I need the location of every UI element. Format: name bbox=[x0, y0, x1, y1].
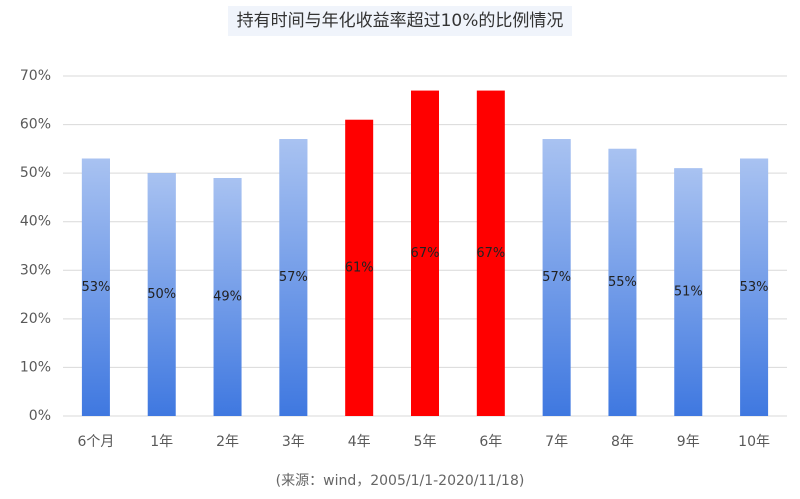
x-tick-label: 10年 bbox=[738, 434, 770, 450]
y-tick-label: 50% bbox=[20, 165, 51, 181]
x-tick-label: 5年 bbox=[414, 434, 437, 450]
value-label: 53% bbox=[81, 280, 110, 295]
value-label: 57% bbox=[542, 270, 571, 285]
y-tick-label: 60% bbox=[20, 117, 51, 133]
value-label: 67% bbox=[411, 246, 440, 261]
x-tick-label: 4年 bbox=[348, 434, 371, 450]
value-label: 53% bbox=[740, 280, 769, 295]
x-tick-label: 3年 bbox=[282, 434, 305, 450]
value-label: 57% bbox=[279, 270, 308, 285]
x-tick-label: 2年 bbox=[216, 434, 239, 450]
bar bbox=[476, 90, 505, 417]
title-bg bbox=[228, 6, 572, 36]
y-tick-label: 40% bbox=[20, 214, 51, 230]
x-tick-label: 1年 bbox=[150, 434, 173, 450]
value-label: 50% bbox=[147, 287, 176, 302]
x-tick-label: 7年 bbox=[545, 434, 568, 450]
bar bbox=[411, 90, 439, 417]
y-tick-label: 10% bbox=[20, 359, 51, 375]
y-tick-label: 30% bbox=[20, 262, 51, 278]
source-note: (来源：wind，2005/1/1-2020/11/18) bbox=[276, 473, 525, 489]
chart-title: 持有时间与年化收益率超过10%的比例情况 bbox=[237, 11, 564, 31]
x-tick-label: 9年 bbox=[677, 434, 700, 450]
x-tick-label: 6年 bbox=[479, 434, 502, 450]
value-label: 55% bbox=[608, 275, 637, 290]
y-tick-label: 20% bbox=[20, 311, 51, 327]
value-label: 49% bbox=[213, 290, 242, 305]
value-label: 61% bbox=[345, 260, 374, 275]
y-tick-label: 0% bbox=[29, 408, 51, 424]
x-tick-label: 8年 bbox=[611, 434, 634, 450]
value-label: 51% bbox=[674, 285, 703, 300]
x-tick-label: 6个月 bbox=[77, 434, 114, 450]
y-tick-label: 70% bbox=[20, 68, 51, 84]
value-label: 67% bbox=[476, 246, 505, 261]
bar bbox=[345, 119, 374, 416]
